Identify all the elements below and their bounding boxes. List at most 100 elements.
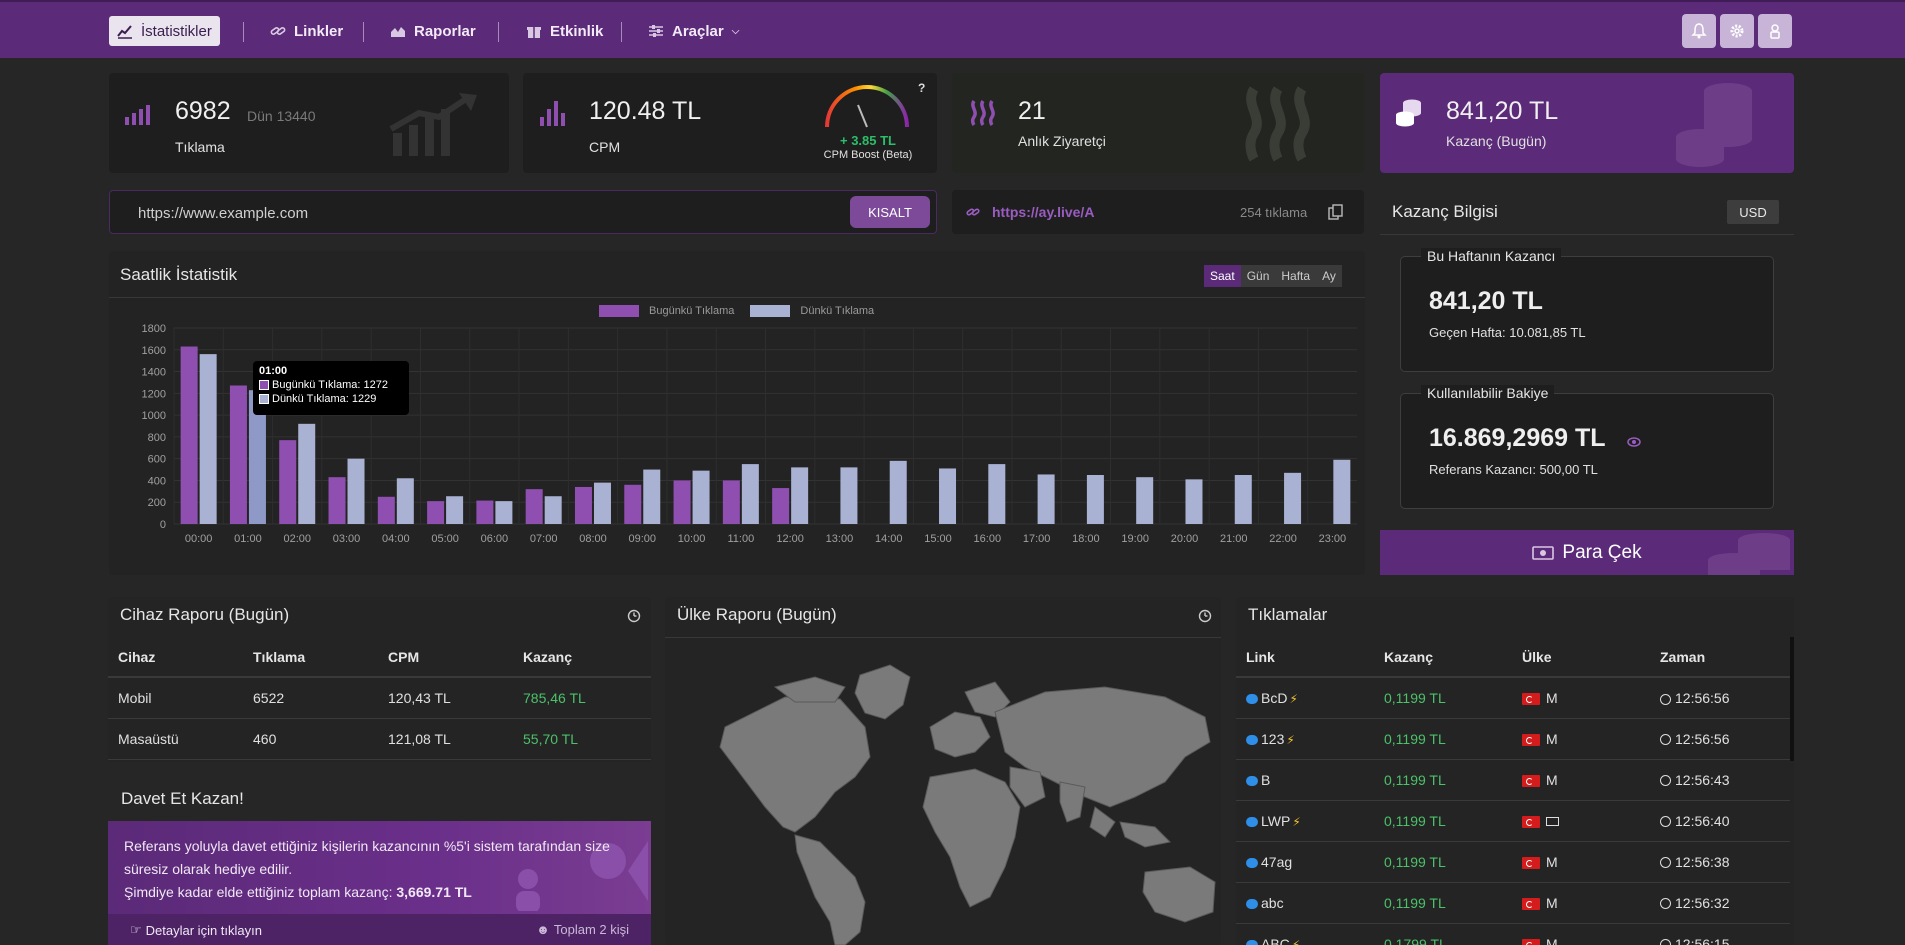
x-tick-label: 17:00	[1023, 533, 1051, 545]
url-input[interactable]: https://www.example.com	[138, 205, 309, 222]
bar-today[interactable]	[772, 488, 790, 524]
period-week-button[interactable]: Hafta	[1275, 265, 1317, 287]
y-tick-label: 1800	[142, 323, 166, 335]
click-link-cell[interactable]: BcD ⚡	[1236, 677, 1374, 719]
last-link-url[interactable]: https://ay.live/A	[992, 204, 1095, 220]
click-device: M	[1546, 730, 1558, 747]
turkey-flag-icon	[1522, 774, 1540, 787]
invite-details-link[interactable]: ☞ Detaylar için tıklayın	[130, 922, 262, 938]
bar-today[interactable]	[624, 484, 642, 524]
click-time: 12:56:32	[1675, 894, 1730, 911]
scrollbar[interactable]	[1790, 637, 1794, 761]
nav-divider	[621, 22, 622, 42]
x-tick-label: 18:00	[1072, 533, 1100, 545]
currency-usd-button[interactable]: USD	[1727, 200, 1779, 224]
bar-yesterday[interactable]	[1333, 459, 1351, 524]
bar-yesterday[interactable]	[1284, 472, 1302, 524]
period-hour-button[interactable]: Saat	[1204, 265, 1241, 287]
cpm-boost-value: + 3.85 TL	[840, 133, 896, 148]
settings-button[interactable]	[1720, 14, 1754, 48]
clock-icon[interactable]	[627, 609, 641, 623]
legend-today-label: Bugünkü Tıklama	[649, 305, 735, 317]
bar-today[interactable]	[229, 385, 247, 524]
nav-events[interactable]: Etkinlik	[518, 16, 611, 46]
bar-yesterday[interactable]	[1185, 479, 1203, 524]
bar-yesterday[interactable]	[495, 501, 513, 524]
click-link: 47ag	[1261, 853, 1293, 870]
click-link-cell[interactable]: abc	[1236, 882, 1374, 924]
bar-yesterday[interactable]	[791, 467, 809, 524]
clock-icon	[1660, 939, 1671, 945]
bar-today[interactable]	[574, 486, 592, 524]
turkey-flag-icon	[1522, 733, 1540, 746]
bar-yesterday[interactable]	[347, 458, 365, 524]
bar-today[interactable]	[427, 501, 445, 524]
device-earnings: 55,70 TL	[513, 718, 651, 760]
last-week-earnings: Geçen Hafta: 10.081,85 TL	[1429, 325, 1586, 340]
cpm-help-icon[interactable]: ?	[918, 81, 926, 95]
bar-yesterday[interactable]	[988, 464, 1006, 524]
click-link-cell[interactable]: B	[1236, 759, 1374, 801]
money-bill-icon	[1532, 545, 1555, 560]
click-link-cell[interactable]: 123 ⚡	[1236, 718, 1374, 760]
bar-yesterday[interactable]	[544, 496, 562, 524]
clicks-label: Tıklama	[175, 139, 225, 155]
bar-yesterday[interactable]	[446, 496, 464, 524]
bar-yesterday[interactable]	[396, 478, 414, 524]
bar-yesterday[interactable]	[298, 423, 316, 524]
click-device: M	[1546, 853, 1558, 870]
available-balance-value: 16.869,2969 TL	[1429, 424, 1606, 452]
click-link-cell[interactable]: ABC ⚡	[1236, 923, 1374, 945]
bar-today[interactable]	[673, 480, 691, 524]
bar-yesterday[interactable]	[741, 464, 759, 524]
clock-icon[interactable]	[1198, 609, 1212, 623]
bar-yesterday[interactable]	[248, 390, 266, 524]
bar-today[interactable]	[328, 477, 346, 524]
withdraw-button[interactable]: Para Çek	[1380, 530, 1794, 575]
divider	[109, 297, 1365, 298]
copy-icon[interactable]	[1328, 204, 1344, 220]
period-month-button[interactable]: Ay	[1316, 265, 1342, 287]
bar-yesterday[interactable]	[889, 460, 907, 524]
nav-links[interactable]: Linkler	[262, 16, 351, 46]
nav-statistics[interactable]: İstatistikler	[109, 16, 220, 46]
click-time: 12:56:38	[1675, 853, 1730, 870]
bar-yesterday[interactable]	[840, 467, 858, 524]
invite-description: Referans yoluyla davet ettiğiniz kişiler…	[124, 835, 644, 904]
bar-today[interactable]	[377, 496, 395, 524]
bar-yesterday[interactable]	[939, 468, 957, 524]
clicks-yesterday: Dün 13440	[247, 108, 316, 124]
bar-today[interactable]	[525, 489, 543, 524]
clicks-title: Tıklamalar	[1248, 605, 1328, 624]
bar-today[interactable]	[180, 346, 198, 524]
clock-icon	[1660, 734, 1671, 746]
bar-yesterday[interactable]	[1234, 475, 1252, 524]
bar-yesterday[interactable]	[1086, 475, 1104, 524]
bar-today[interactable]	[279, 440, 297, 524]
click-device: M	[1546, 771, 1558, 788]
bar-yesterday[interactable]	[1136, 477, 1154, 524]
period-day-button[interactable]: Gün	[1240, 265, 1276, 287]
click-link-cell[interactable]: LWP ⚡	[1236, 800, 1374, 842]
click-earnings: 0,1199 TL	[1374, 759, 1512, 801]
shorten-button[interactable]: KISALT	[850, 196, 930, 228]
nav-reports[interactable]: Raporlar	[382, 16, 484, 46]
eye-icon[interactable]	[1627, 437, 1641, 447]
click-link-cell[interactable]: 47ag	[1236, 841, 1374, 883]
invite-illustration	[516, 841, 648, 911]
notifications-button[interactable]	[1682, 14, 1716, 48]
nav-tools-dropdown[interactable]: Araçlar ⌵	[640, 16, 747, 46]
account-button[interactable]	[1758, 14, 1792, 48]
tooltip-yesterday: Dünkü Tıklama: 1229	[272, 393, 377, 405]
bar-yesterday[interactable]	[643, 469, 661, 524]
chart-tooltip: 01:00 Bugünkü Tıklama: 1272 Dünkü Tıklam…	[253, 361, 409, 415]
bar-yesterday[interactable]	[199, 354, 217, 524]
bar-yesterday[interactable]	[692, 470, 710, 524]
invite-total-people-label: Toplam 2 kişi	[553, 922, 629, 937]
cloud-icon	[1246, 816, 1258, 827]
bar-yesterday[interactable]	[593, 482, 611, 524]
bar-yesterday[interactable]	[1037, 474, 1055, 524]
bar-today[interactable]	[476, 500, 494, 524]
cpm-boost-label: CPM Boost (Beta)	[823, 149, 913, 161]
bar-today[interactable]	[722, 480, 740, 524]
